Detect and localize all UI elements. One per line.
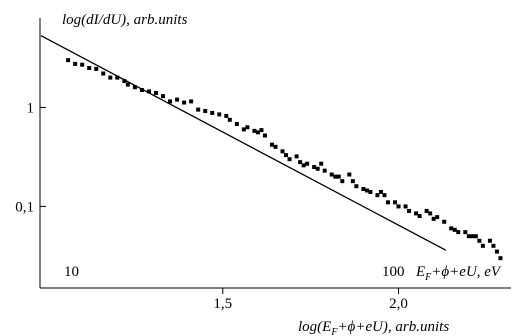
data-point-53 [364, 188, 369, 193]
data-point-58 [385, 200, 390, 205]
y-tick-label-1: 0,1 [15, 199, 34, 215]
data-point-54 [368, 189, 373, 194]
fit-line [40, 35, 447, 251]
ticks: 1,5 2,0 1 0,1 [15, 100, 408, 312]
data-point-3 [87, 66, 92, 71]
data-point-17 [182, 100, 187, 105]
data-point-27 [245, 125, 250, 130]
data-point-23 [224, 113, 229, 118]
data-point-5 [101, 71, 106, 76]
data-point-60 [396, 204, 401, 209]
data-point-47 [336, 174, 341, 179]
data-point-12 [146, 89, 151, 94]
data-point-39 [301, 163, 306, 168]
x-top-tick-100: 100 [382, 264, 405, 280]
data-point-25 [234, 121, 239, 126]
data-point-33 [273, 144, 278, 149]
data-point-71 [452, 227, 457, 232]
data-point-67 [431, 216, 436, 221]
data-point-0 [66, 58, 71, 63]
data-point-6 [108, 75, 113, 80]
data-point-31 [262, 133, 267, 138]
data-point-68 [435, 215, 440, 220]
data-point-75 [470, 234, 475, 239]
data-point-66 [428, 211, 433, 216]
data-point-81 [494, 249, 499, 254]
data-point-45 [329, 172, 334, 177]
data-point-35 [284, 153, 289, 158]
data-point-30 [259, 128, 264, 133]
data-point-28 [252, 128, 257, 133]
data-point-72 [456, 230, 461, 235]
data-point-32 [269, 142, 274, 147]
x-top-axis-title: EF+ϕ+eU, eV [415, 264, 502, 283]
data-point-16 [175, 97, 180, 102]
data-point-14 [161, 94, 166, 99]
data-point-10 [132, 85, 137, 90]
data-point-20 [203, 109, 208, 114]
data-point-44 [322, 168, 327, 173]
data-point-7 [115, 75, 120, 80]
data-point-63 [414, 211, 419, 216]
x-top-tick-10: 10 [64, 264, 79, 280]
data-point-26 [241, 127, 246, 132]
x-bottom-axis-title: log(EF+ϕ+eU), arb.units [298, 319, 449, 336]
data-point-40 [305, 161, 310, 166]
data-point-9 [125, 82, 130, 87]
data-point-77 [477, 238, 482, 243]
data-points [66, 58, 503, 261]
data-point-46 [333, 174, 338, 179]
y-axis-title: log(dI/dU), arb.units [62, 12, 188, 28]
data-point-65 [424, 208, 429, 213]
data-point-64 [417, 214, 422, 219]
data-point-82 [498, 256, 503, 261]
data-point-49 [347, 172, 352, 177]
data-point-1 [73, 61, 78, 66]
x-bottom-tick-label-0: 1,5 [213, 296, 232, 312]
data-point-22 [217, 112, 222, 117]
data-point-37 [294, 154, 299, 159]
data-point-59 [393, 200, 398, 205]
data-point-43 [319, 161, 324, 166]
data-point-13 [153, 90, 158, 95]
data-point-15 [168, 99, 173, 104]
data-point-34 [280, 149, 285, 154]
data-point-48 [340, 179, 345, 184]
data-point-56 [378, 189, 383, 194]
data-point-19 [196, 107, 201, 112]
data-point-69 [442, 219, 447, 224]
data-point-74 [466, 234, 471, 239]
data-point-78 [480, 243, 485, 248]
data-point-41 [312, 165, 317, 170]
axes [39, 18, 511, 289]
data-point-4 [94, 66, 99, 71]
data-point-50 [350, 179, 355, 184]
data-point-52 [361, 186, 366, 191]
data-point-38 [298, 160, 303, 165]
data-point-21 [210, 110, 215, 115]
data-point-11 [139, 87, 144, 92]
data-point-2 [80, 62, 85, 67]
data-point-51 [354, 184, 359, 189]
data-point-62 [407, 208, 412, 213]
data-point-18 [189, 99, 194, 104]
data-point-70 [449, 226, 454, 231]
x-bottom-tick-label-1: 2,0 [389, 296, 408, 312]
data-point-55 [375, 193, 380, 198]
data-point-76 [473, 234, 478, 239]
data-point-8 [122, 78, 127, 83]
y-tick-label-0: 1 [27, 100, 35, 116]
data-point-24 [227, 117, 232, 122]
data-point-80 [491, 243, 496, 248]
data-point-29 [255, 130, 260, 135]
data-point-36 [287, 157, 292, 162]
data-point-42 [315, 166, 320, 171]
data-point-73 [463, 230, 468, 235]
data-point-79 [487, 238, 492, 243]
data-point-61 [403, 204, 408, 209]
data-point-57 [382, 193, 387, 198]
